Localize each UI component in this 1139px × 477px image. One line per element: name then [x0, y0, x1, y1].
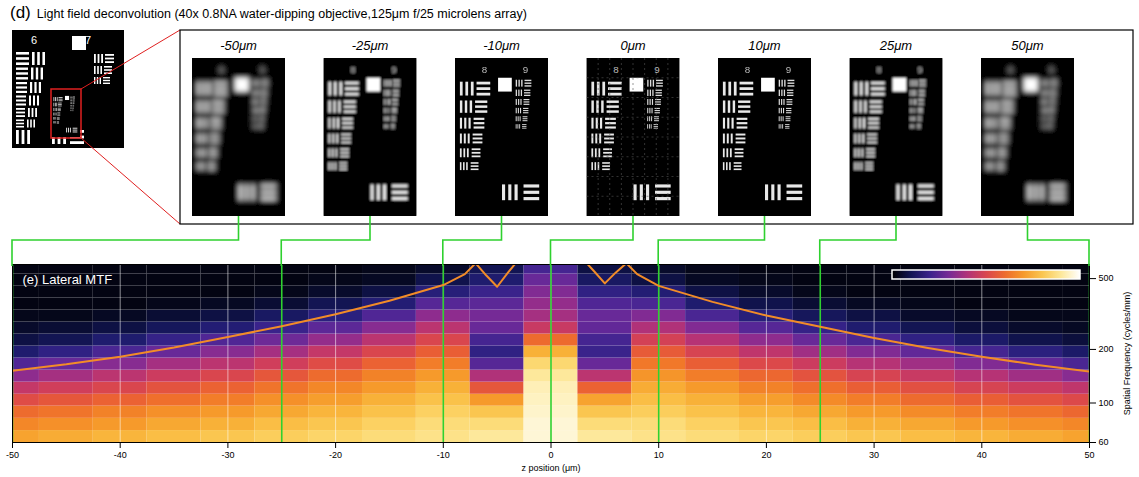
svg-text:-10: -10	[437, 450, 450, 460]
svg-text:0μm: 0μm	[620, 38, 645, 53]
svg-text:40: 40	[977, 450, 987, 460]
svg-text:-25μm: -25μm	[352, 38, 389, 53]
svg-text:8: 8	[350, 64, 356, 75]
svg-text:-40: -40	[114, 450, 127, 460]
svg-text:500: 500	[1099, 273, 1114, 283]
svg-text:9: 9	[1049, 64, 1054, 75]
svg-text:10μm: 10μm	[748, 38, 781, 53]
svg-text:25μm: 25μm	[879, 38, 913, 53]
svg-text:9: 9	[786, 64, 791, 75]
svg-text:200: 200	[1099, 344, 1114, 354]
svg-text:9: 9	[391, 64, 396, 75]
svg-text:7: 7	[84, 34, 92, 46]
svg-text:50μm: 50μm	[1011, 38, 1044, 53]
svg-text:9: 9	[523, 64, 528, 75]
svg-text:8: 8	[745, 64, 751, 75]
svg-text:z position (μm): z position (μm)	[521, 463, 580, 473]
svg-text:9: 9	[917, 64, 922, 75]
svg-text:30: 30	[869, 450, 879, 460]
svg-text:8: 8	[613, 64, 619, 75]
svg-text:-30: -30	[221, 450, 234, 460]
svg-text:100: 100	[1099, 398, 1114, 408]
svg-text:20: 20	[761, 450, 771, 460]
svg-text:-50μm: -50μm	[220, 38, 257, 53]
svg-text:0: 0	[548, 450, 553, 460]
svg-text:50: 50	[1084, 450, 1094, 460]
svg-text:8: 8	[876, 64, 882, 75]
svg-text:8: 8	[1008, 64, 1014, 75]
svg-text:9: 9	[260, 64, 265, 75]
svg-text:8: 8	[482, 64, 488, 75]
svg-text:6: 6	[31, 34, 37, 46]
svg-text:-50: -50	[6, 450, 19, 460]
svg-text:9: 9	[654, 64, 659, 75]
svg-text:(d)Light field deconvolution (: (d)Light field deconvolution (40x 0.8NA …	[10, 3, 527, 22]
svg-text:10: 10	[654, 450, 664, 460]
svg-text:8: 8	[219, 64, 225, 75]
svg-text:60: 60	[1099, 437, 1109, 447]
svg-text:-10μm: -10μm	[483, 38, 520, 53]
svg-text:(e) Lateral MTF: (e) Lateral MTF	[23, 272, 113, 287]
svg-text:Spatial Frequency (cycles/mm): Spatial Frequency (cycles/mm)	[1122, 292, 1132, 416]
svg-text:-20: -20	[329, 450, 342, 460]
